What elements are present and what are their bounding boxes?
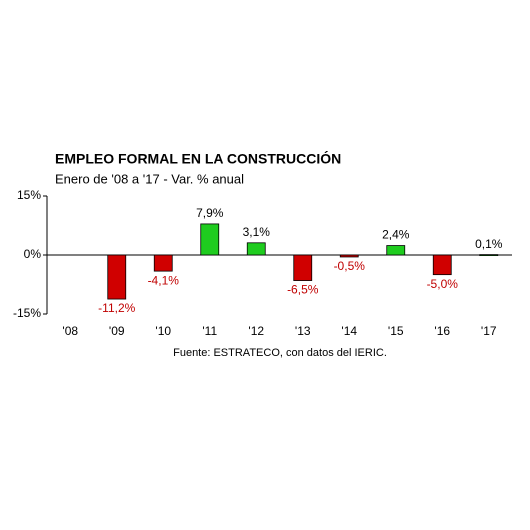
- bar: [153, 254, 173, 272]
- bar: [107, 254, 127, 300]
- bar: [386, 245, 406, 256]
- x-tick-label: '09: [109, 324, 125, 338]
- x-tick-label: '13: [295, 324, 311, 338]
- value-label: -11,2%: [98, 301, 135, 315]
- x-tick-label: '14: [341, 324, 357, 338]
- source-note: Fuente: ESTRATECO, con datos del IERIC.: [173, 347, 387, 359]
- bar: [293, 254, 313, 281]
- x-tick-label: '08: [62, 324, 78, 338]
- value-label: 0,1%: [475, 237, 503, 251]
- bar: [246, 242, 266, 256]
- bar: [200, 223, 220, 256]
- y-tick-label: -15%: [13, 306, 41, 320]
- y-tick-label: 15%: [17, 188, 41, 202]
- x-tick-label: '16: [434, 324, 450, 338]
- chart-subtitle: Enero de '08 a '17 - Var. % anual: [55, 171, 244, 186]
- value-label: -5,0%: [427, 277, 459, 291]
- x-tick-label: '10: [155, 324, 171, 338]
- value-label: -4,1%: [148, 273, 180, 287]
- x-tick-label: '11: [202, 324, 217, 338]
- bar: [479, 254, 499, 257]
- value-label: -6,5%: [287, 283, 319, 297]
- value-label: 7,9%: [196, 206, 224, 220]
- value-label: -0,5%: [334, 259, 366, 273]
- bar: [432, 254, 452, 276]
- x-tick-label: '12: [248, 324, 264, 338]
- x-tick-label: '15: [388, 324, 404, 338]
- x-tick-label: '17: [481, 324, 497, 338]
- value-label: 2,4%: [382, 228, 410, 242]
- y-tick-label: 0%: [24, 247, 42, 261]
- value-label: 3,1%: [243, 225, 271, 239]
- chart-title: EMPLEO FORMAL EN LA CONSTRUCCIÓN: [55, 150, 341, 167]
- bar: [339, 254, 359, 258]
